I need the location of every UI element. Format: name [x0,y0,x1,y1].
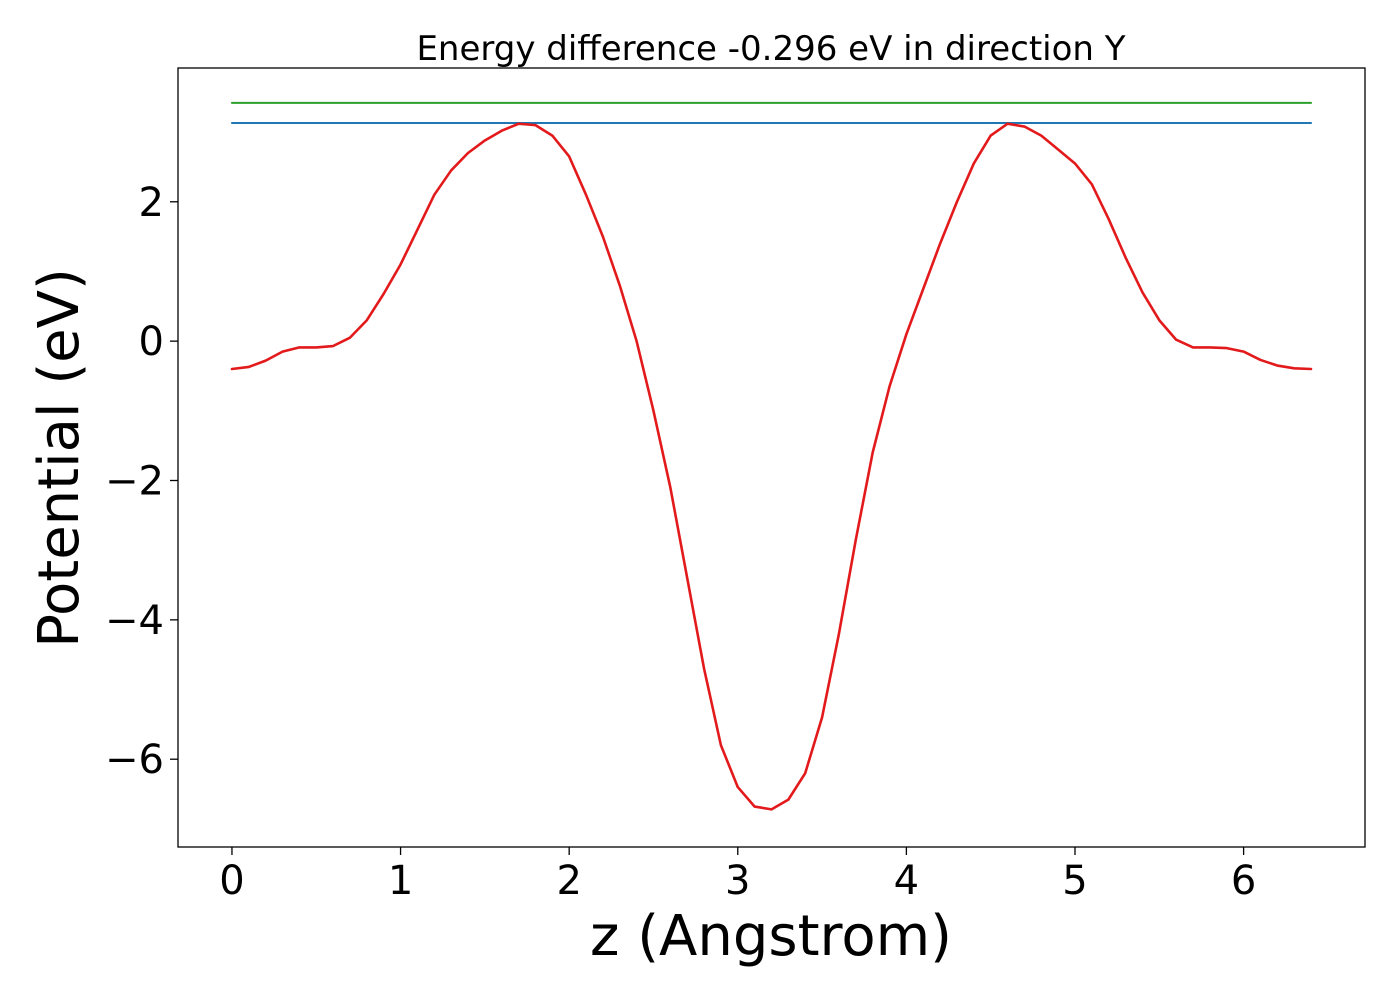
x-tick-label: 1 [388,858,413,904]
plot-frame [177,67,1366,848]
x-tick-label: 3 [725,858,750,904]
y-axis-label: Potential (eV) [27,268,92,648]
x-tick-label: 2 [556,858,581,904]
x-tick-label: 5 [1062,858,1087,904]
x-axis-label: z (Angstrom) [590,904,952,969]
y-tick-label: −2 [105,458,164,504]
y-tick-label: 2 [139,180,164,226]
x-tick-label: 4 [894,858,919,904]
y-tick-label: 0 [139,319,164,365]
y-tick-label: −4 [105,598,164,644]
x-tick-label: 0 [219,858,244,904]
chart-title: Energy difference -0.296 eV in direction… [416,29,1125,69]
y-tick-label: −6 [105,737,164,783]
x-tick-label: 6 [1231,858,1256,904]
y-axis: 2 0 −2 −4 −6 [105,180,178,783]
series-line-3 [230,122,1313,811]
series-layer [230,101,1313,811]
x-axis: 0 1 2 3 4 5 6 [219,847,1256,904]
